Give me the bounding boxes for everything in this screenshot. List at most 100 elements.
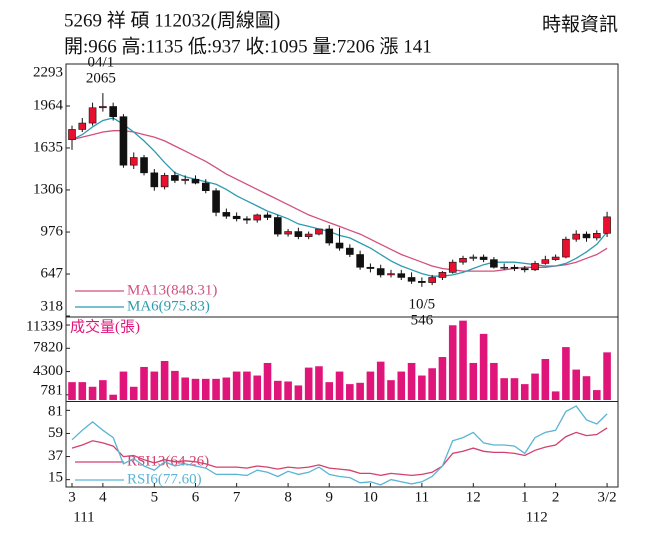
candle-body [335, 242, 344, 249]
volume-bar [212, 378, 220, 400]
candle-body [201, 182, 210, 192]
volume-bar [181, 377, 189, 400]
candle-body [376, 268, 385, 276]
source: 時報資訊 [542, 13, 618, 35]
volume-bar [201, 378, 210, 400]
candle-body [181, 178, 189, 181]
volume-bar [531, 373, 539, 400]
candle-body [531, 263, 539, 271]
volume-bar [119, 371, 128, 400]
volume-bar [109, 394, 117, 400]
x-tick-label: 10 [363, 489, 378, 505]
volume-bar [479, 333, 488, 400]
candle-body [140, 157, 148, 174]
candle-body [232, 215, 241, 220]
candle-body [448, 261, 457, 273]
volume-bar [418, 375, 426, 400]
y-tick-label: 15 [48, 469, 63, 485]
volume-bar [243, 371, 251, 400]
volume-bar [346, 384, 354, 400]
series-line [71, 427, 608, 477]
candle-body [572, 233, 581, 240]
volume-bar [284, 381, 292, 400]
x-tick-label: 9 [326, 489, 334, 505]
y-tick-label: 2293 [33, 64, 63, 80]
volume-bar [572, 369, 581, 400]
volume-bar [490, 362, 498, 400]
volume-bar [428, 368, 436, 400]
annotation-date: 04/1 [88, 55, 115, 71]
candle-body [119, 116, 128, 166]
candle-body [397, 273, 406, 278]
annotation-date: 10/5 [409, 296, 436, 312]
volume-bar [232, 371, 241, 400]
volume-bar [459, 320, 467, 400]
legend-label: MA13(848.31) [127, 282, 217, 298]
volume-bar [274, 380, 282, 400]
y-tick-label: 781 [41, 382, 64, 398]
x-tick-label: 8 [284, 489, 292, 505]
candle-body [479, 256, 488, 260]
volume-bar [469, 362, 478, 400]
volume-bar [448, 325, 457, 400]
candle-body [418, 280, 426, 283]
candle-body [171, 175, 179, 181]
volume-bar [88, 386, 97, 400]
volume-bar [68, 382, 76, 400]
x-tick-label: 11 [415, 489, 429, 505]
candle-body [541, 259, 550, 264]
candle-body [603, 216, 611, 234]
y-tick-label: 318 [41, 298, 64, 314]
x-tick-label: 1 [521, 489, 529, 505]
y-tick-label: 1635 [33, 139, 63, 155]
y-tick-label: 81 [48, 403, 63, 419]
candle-body [438, 272, 447, 278]
volume-bar [376, 361, 385, 400]
x-tick-label: 2 [552, 489, 560, 505]
candle-body [428, 277, 436, 283]
y-tick-label: 1964 [33, 97, 64, 113]
y-tick-label: 1306 [33, 181, 64, 197]
volume-bar [397, 371, 406, 400]
x-tick-label: 3 [68, 489, 76, 505]
volume-bar [366, 371, 375, 400]
candle-body [510, 266, 519, 269]
title: 5269 祥 碩 112032(周線圖) [64, 9, 280, 31]
volume-bar [294, 385, 303, 400]
volume-bar [582, 376, 591, 400]
year-label: 112 [526, 509, 548, 525]
candle-body [129, 157, 138, 166]
candle-body [315, 228, 323, 235]
x-tick-label: 7 [233, 489, 241, 505]
candle-body [469, 256, 478, 259]
volume-bar [191, 378, 200, 400]
candle-body [490, 259, 498, 268]
annotation-value: 2065 [86, 71, 116, 87]
x-tick-label: 4 [99, 489, 107, 505]
volume-bar [387, 380, 395, 400]
volume-bar [500, 378, 508, 400]
y-tick-label: 37 [48, 448, 64, 464]
volume-bar [171, 370, 179, 400]
candle-body [160, 175, 169, 188]
candle-body [500, 266, 508, 269]
candle-body [325, 228, 334, 244]
volume-bar [160, 360, 169, 400]
candle-body [150, 172, 159, 188]
volume-bar [150, 371, 159, 400]
year-label: 111 [73, 509, 94, 525]
candle-body [68, 129, 76, 140]
candle-body [99, 106, 107, 109]
volume-bar [541, 359, 550, 400]
y-tick-label: 647 [41, 265, 64, 281]
y-tick-label: 976 [41, 223, 64, 239]
legend-label: RSI6(77.60) [127, 471, 202, 487]
candle-body [356, 254, 364, 268]
x-tick-label: 12 [466, 489, 481, 505]
candle-body [294, 231, 303, 237]
legend-label: RSI13(64.26) [127, 453, 209, 469]
volume-bar [510, 378, 519, 400]
candle-body [284, 231, 292, 235]
volume-bar [140, 366, 148, 400]
